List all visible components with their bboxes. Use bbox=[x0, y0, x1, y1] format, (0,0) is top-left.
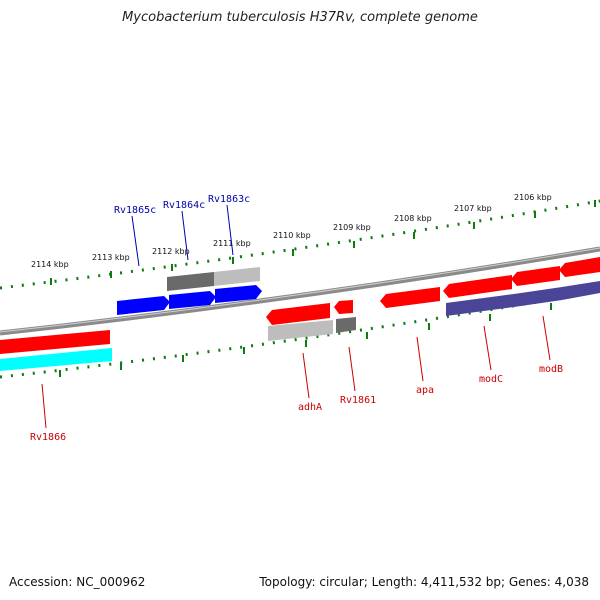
purple-feature-modC bbox=[446, 294, 514, 316]
label-adhA[interactable]: adhA bbox=[298, 402, 322, 413]
kbp-label-2110: 2110 kbp bbox=[273, 231, 311, 240]
leader-adhA bbox=[302, 352, 310, 399]
leader-apa bbox=[416, 336, 424, 382]
leader-Rv1865c bbox=[131, 215, 140, 267]
label-Rv1865c[interactable]: Rv1865c bbox=[114, 205, 156, 216]
grey-feature-dark bbox=[167, 272, 214, 291]
inner-major-ticks bbox=[59, 303, 552, 377]
gene-arrow-adhA[interactable] bbox=[266, 303, 330, 325]
outer-tick-ring bbox=[0, 199, 600, 290]
leader-Rv1861 bbox=[348, 346, 356, 392]
leader-Rv1866 bbox=[41, 383, 47, 429]
label-Rv1866[interactable]: Rv1866 bbox=[30, 432, 66, 443]
map-title: Mycobacterium tuberculosis H37Rv, comple… bbox=[122, 10, 478, 25]
grey-feature-adhA bbox=[268, 320, 333, 341]
gene-arrow-Rv1861[interactable] bbox=[334, 300, 353, 314]
gene-arrow-Rv1865c[interactable] bbox=[117, 296, 170, 315]
label-apa[interactable]: apa bbox=[416, 385, 434, 396]
purple-feature-modB bbox=[514, 287, 562, 307]
leader-modB bbox=[542, 315, 551, 361]
gene-arrow-Rv1866[interactable] bbox=[0, 330, 110, 354]
scale-labels: 2114 kbp 2113 kbp 2112 kbp 2111 kbp 2110… bbox=[31, 193, 552, 269]
gene-arrow-Rv1863c[interactable] bbox=[215, 285, 262, 303]
kbp-label-2114: 2114 kbp bbox=[31, 260, 69, 269]
kbp-label-2112: 2112 kbp bbox=[152, 247, 190, 256]
purple-feature-offscreen bbox=[562, 281, 600, 300]
forward-track bbox=[0, 257, 600, 371]
genome-summary-text: Topology: circular; Length: 4,411,532 bp… bbox=[259, 575, 589, 589]
gene-arrow-apa[interactable] bbox=[380, 287, 440, 308]
label-modB[interactable]: modB bbox=[539, 364, 563, 375]
label-Rv1864c[interactable]: Rv1864c bbox=[163, 200, 205, 211]
gene-arrow-modC[interactable] bbox=[443, 275, 512, 298]
kbp-label-2113: 2113 kbp bbox=[92, 253, 130, 262]
gene-arrow-Rv1864c[interactable] bbox=[169, 291, 216, 309]
genome-backbone-highlight bbox=[0, 247, 600, 333]
kbp-label-2106: 2106 kbp bbox=[514, 193, 552, 202]
kbp-label-2108: 2108 kbp bbox=[394, 214, 432, 223]
reverse-track bbox=[117, 267, 262, 315]
leader-Rv1863c bbox=[226, 204, 234, 256]
outer-major-ticks bbox=[50, 200, 596, 285]
gene-labels: Rv1865c Rv1864c Rv1863c Rv1866 adhA Rv18… bbox=[30, 194, 563, 443]
grey-feature-light bbox=[214, 267, 260, 286]
grey-feature-Rv1861 bbox=[336, 317, 356, 333]
gene-arrow-modB[interactable] bbox=[511, 266, 560, 286]
label-leaders bbox=[41, 204, 551, 429]
kbp-label-2107: 2107 kbp bbox=[454, 204, 492, 213]
cyan-feature-Rv1866 bbox=[0, 348, 112, 371]
genome-backbone bbox=[0, 246, 600, 336]
label-modC[interactable]: modC bbox=[479, 374, 503, 385]
label-Rv1863c[interactable]: Rv1863c bbox=[208, 194, 250, 205]
leader-Rv1864c bbox=[181, 210, 189, 261]
kbp-label-2109: 2109 kbp bbox=[333, 223, 371, 232]
leader-modC bbox=[483, 325, 492, 371]
gene-arrow-offscreen[interactable] bbox=[559, 257, 600, 277]
accession-text: Accession: NC_000962 bbox=[9, 575, 146, 589]
label-Rv1861[interactable]: Rv1861 bbox=[340, 395, 376, 406]
